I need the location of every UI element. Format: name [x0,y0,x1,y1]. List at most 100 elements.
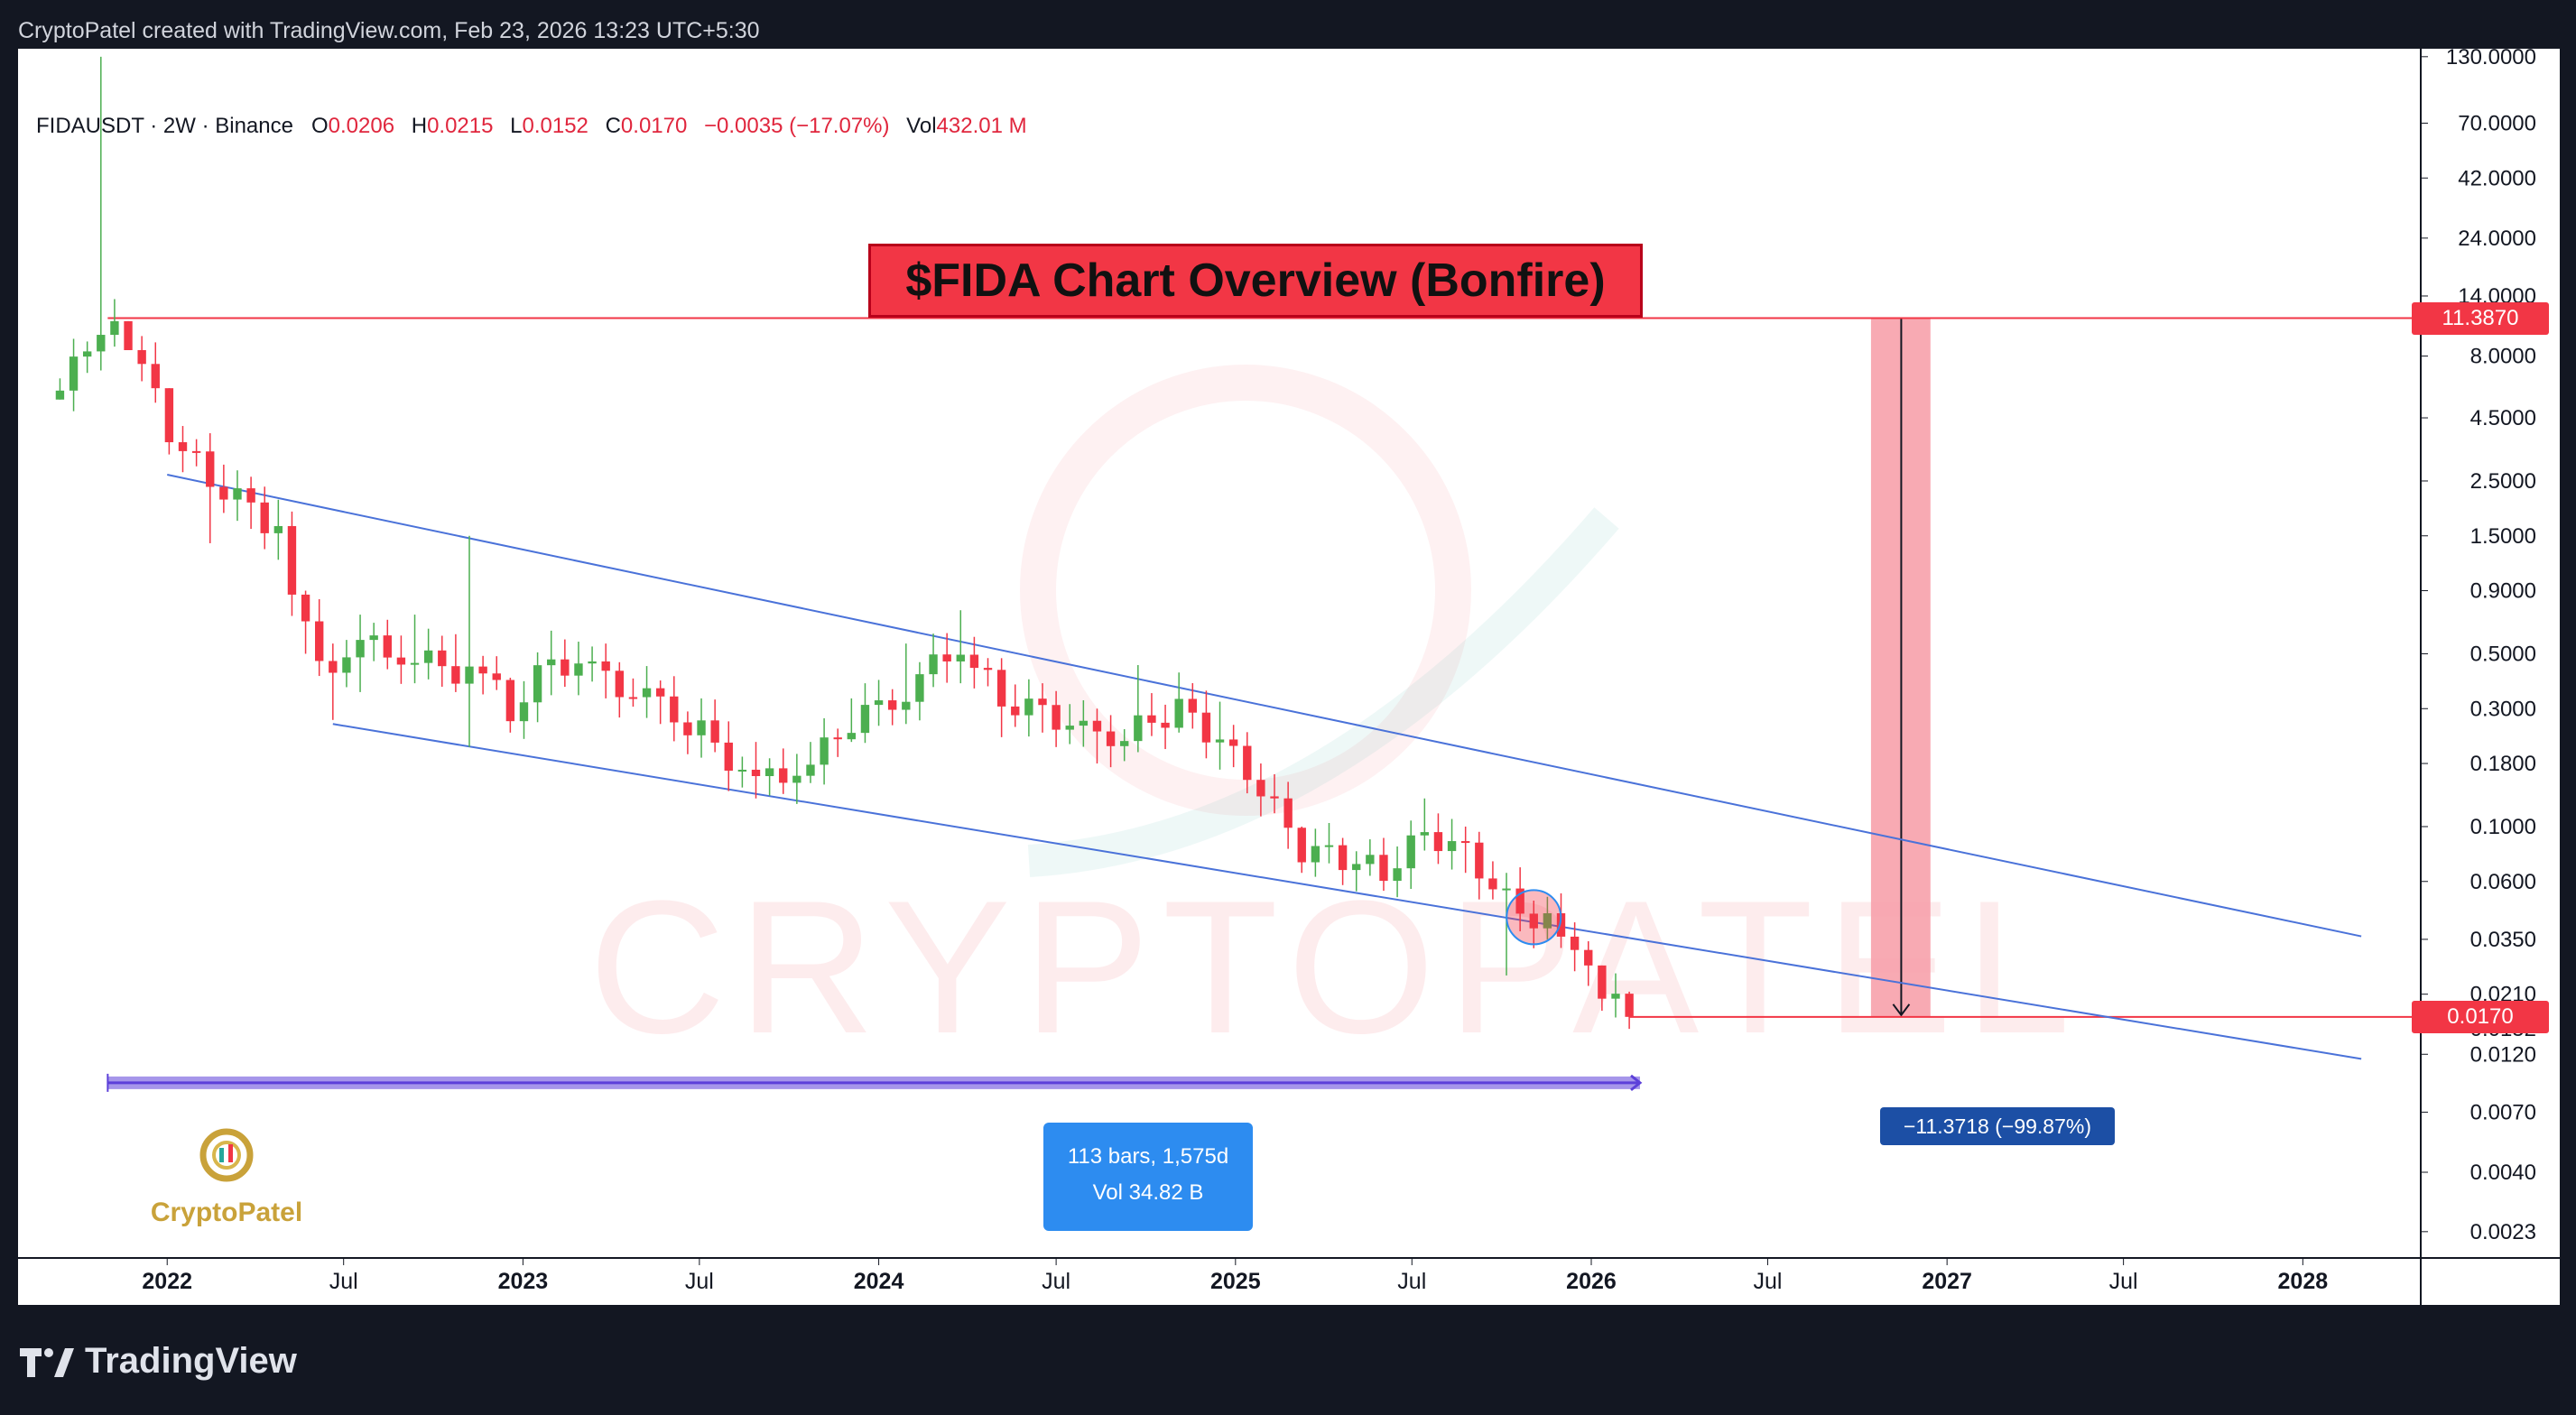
legend-volume-label: Vol [906,114,937,138]
candle-body [124,320,133,350]
candle-body [1092,720,1102,732]
channel-lower-line [332,723,2362,1060]
candle-body [1433,832,1443,852]
candle-body [1256,780,1265,797]
price-tick-label: 1.5000 [2470,524,2536,549]
candle-body [820,737,829,765]
chart-title-annotation[interactable]: $FIDA Chart Overview (Bonfire) [868,244,1643,318]
candle-body [1201,712,1211,743]
candle-body [1270,796,1279,799]
candle-body [1488,878,1497,890]
tradingview-logo-icon [20,1348,74,1378]
candle-body [191,450,201,453]
time-tick-label: 2024 [854,1269,904,1294]
candle-body [601,661,610,671]
candle-body [1556,913,1566,937]
time-tick-label: Jul [1397,1269,1426,1294]
candle-body [492,673,501,680]
candle-body [178,442,188,451]
drop-arrow-head [1892,1003,1911,1017]
breakdown-marker [1506,889,1562,946]
cryptopatel-logo-icon [199,1128,254,1182]
candle-body [929,654,938,675]
candle-body [724,742,733,772]
date-range-measure-label[interactable]: 113 bars, 1,575d Vol 34.82 B [1043,1123,1253,1231]
watermark-swoosh [1027,507,1619,877]
time-tick-label: Jul [1753,1269,1782,1294]
candle-body [478,666,487,674]
candle-body [110,320,119,336]
candle-body [1598,965,1607,999]
price-tick-label: 0.9000 [2470,579,2536,604]
time-tick-label: 2027 [1922,1269,1972,1294]
candle-body [465,666,474,684]
candle-body [888,700,897,710]
candle-body [410,662,420,665]
candle-body [1584,949,1593,966]
resistance-price-badge: 11.3870 [2412,301,2549,335]
candle-body [737,769,747,772]
candle-body [369,635,378,641]
candle-body [915,674,924,702]
candle-body [1338,845,1348,871]
price-tick-label: 42.0000 [2458,166,2536,190]
price-tick-label: 0.1000 [2470,815,2536,839]
price-chart[interactable]: CRYPTOPATEL 130.0000 70.0000 42.0000 24.0000… [18,49,2560,1305]
candle-body [301,594,310,622]
price-tick-label: 2.5000 [2470,469,2536,494]
price-tick-label: 8.0000 [2470,345,2536,369]
price-tick-label: 0.0120 [2470,1042,2536,1067]
tradingview-brand[interactable]: TradingView [20,1336,297,1386]
candle-body [519,702,529,722]
logo-name: CryptoPatel [150,1198,303,1227]
candle-body [1515,888,1524,914]
candle-body [1625,994,1634,1017]
candle-body [1420,832,1430,836]
candle-body [1024,698,1033,716]
candle-body [1120,741,1129,746]
ohlc-legend: FIDAUSDT · 2W · Binance O0.0206 H0.0215 … [36,114,1027,139]
candle-body [97,335,106,352]
candle-body [151,364,160,389]
chart-frame[interactable]: CRYPTOPATEL 130.0000 70.0000 42.0000 24.0000… [18,49,2560,1305]
candle-body [710,720,719,743]
time-tick-label: 2022 [142,1269,192,1294]
candle-body [1611,994,1620,999]
legend-close-label: C [605,114,621,138]
candle-body [779,768,788,783]
price-tick-label: 0.0023 [2470,1220,2536,1244]
candle-body [1188,698,1197,713]
price-tick-label: 24.0000 [2458,227,2536,251]
legend-high-value: 0.0215 [427,114,494,138]
candle-body [860,705,870,734]
candle-body [969,654,979,669]
legend-low-label: L [510,114,523,138]
candle-body [505,680,515,722]
candle-body [533,665,542,703]
time-tick-label: 2023 [498,1269,549,1294]
time-tick-label: 2026 [1566,1269,1617,1294]
watermark-ring [1020,365,1471,816]
price-drop-measure-label[interactable]: −11.3718 (−99.87%) [1880,1107,2115,1145]
legend-symbol: FIDAUSDT · 2W · Binance [36,114,293,138]
price-tick-label: 0.0600 [2470,870,2536,894]
cryptopatel-logo: CryptoPatel [132,1123,321,1231]
candle-body [1215,739,1225,743]
legend-low-value: 0.0152 [522,114,588,138]
legend-open-value: 0.0206 [328,114,395,138]
price-tick-label: 70.0000 [2458,111,2536,135]
candle-body [69,356,79,391]
candle-body [670,696,679,723]
candle-body [246,488,255,503]
candle-body [55,390,65,400]
candle-body [615,671,624,698]
range-bars-days: 113 bars, 1,575d [1067,1144,1229,1169]
candle-body [164,388,174,443]
candle-body [1379,855,1388,882]
candle-body [1174,698,1183,728]
candle-body [1324,845,1334,847]
time-tick-label: 2025 [1210,1269,1261,1294]
time-tick-label: Jul [1042,1269,1070,1294]
candle-body [1052,705,1061,730]
price-tick-label: 0.5000 [2470,642,2536,666]
